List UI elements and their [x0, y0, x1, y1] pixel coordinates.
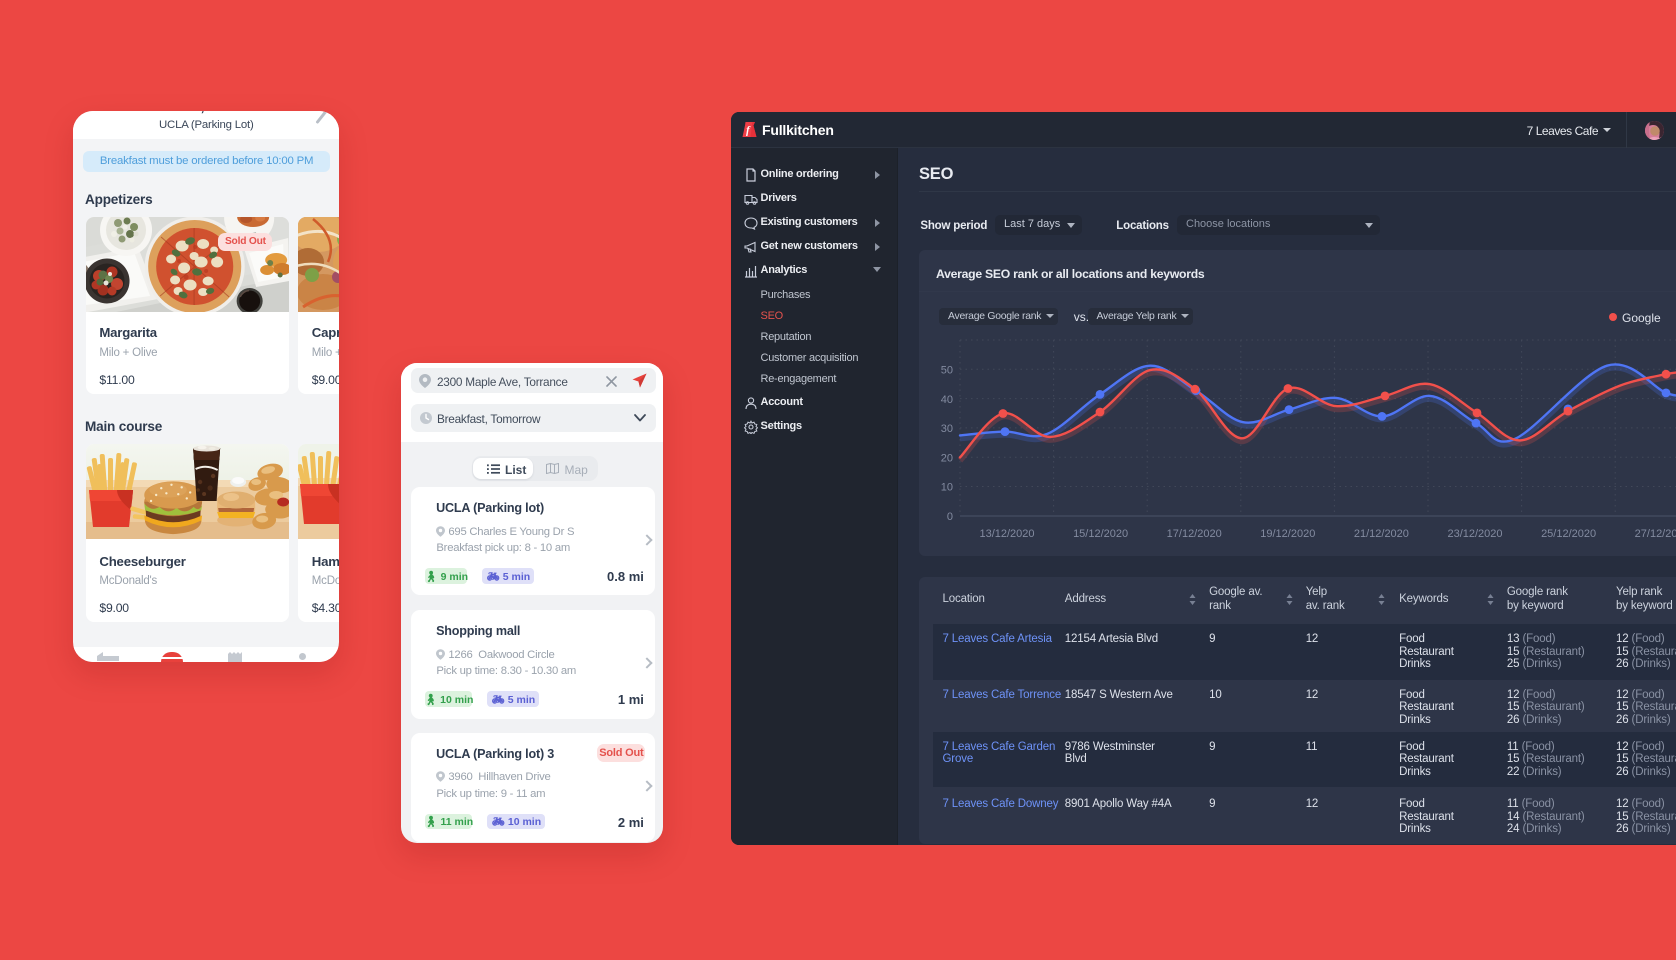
- svg-text:f: f: [746, 125, 751, 137]
- svg-text:10: 10: [941, 482, 953, 494]
- svg-text:27/12/2020: 27/12/2020: [1635, 528, 1676, 540]
- svg-text:0: 0: [947, 511, 953, 523]
- svg-text:13/12/2020: 13/12/2020: [979, 528, 1034, 540]
- svg-text:40: 40: [941, 394, 953, 406]
- svg-text:19/12/2020: 19/12/2020: [1260, 528, 1315, 540]
- svg-text:20: 20: [941, 452, 953, 464]
- svg-text:30: 30: [941, 423, 953, 435]
- svg-text:15/12/2020: 15/12/2020: [1073, 528, 1128, 540]
- svg-text:23/12/2020: 23/12/2020: [1447, 528, 1502, 540]
- svg-text:17/12/2020: 17/12/2020: [1167, 528, 1222, 540]
- svg-text:50: 50: [941, 365, 953, 377]
- svg-text:25/12/2020: 25/12/2020: [1541, 528, 1596, 540]
- svg-text:21/12/2020: 21/12/2020: [1354, 528, 1409, 540]
